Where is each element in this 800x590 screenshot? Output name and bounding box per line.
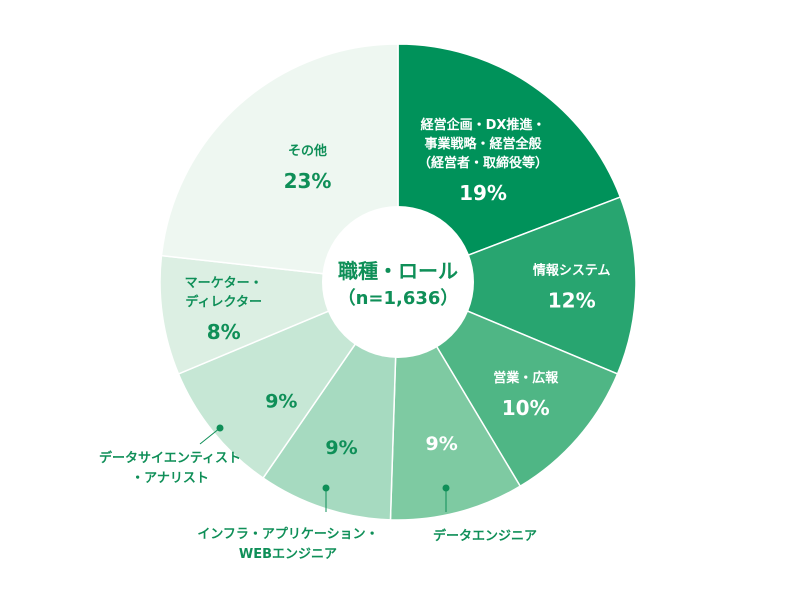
slice-category-label: その他 bbox=[288, 143, 327, 159]
slice-value-label: 12% bbox=[548, 288, 596, 312]
leader-line bbox=[199, 427, 221, 445]
slice-value-label: 8% bbox=[207, 320, 241, 344]
slice-category-label: 経営企画・DX推進・ bbox=[421, 117, 546, 133]
slice-category-label: 情報システム bbox=[533, 262, 611, 278]
slice-value-label: 9% bbox=[426, 433, 458, 455]
slice-value-label: 10% bbox=[502, 396, 550, 420]
pie-slice-1 bbox=[397, 43, 622, 284]
slice-value-label: 19% bbox=[459, 181, 507, 205]
slice-category-label: マーケター・ bbox=[185, 276, 263, 291]
slice-category-label: ディレクター bbox=[185, 294, 262, 310]
chart-subtitle: （n=1,636） bbox=[338, 288, 459, 309]
slice-category-label: 営業・広報 bbox=[493, 370, 559, 386]
slice-category-label: データエンジニア bbox=[433, 528, 537, 544]
slice-value-label: 9% bbox=[265, 391, 297, 413]
slice-category-label: 事業戦略・経営全般 bbox=[425, 136, 542, 152]
slice-value-label: 9% bbox=[325, 437, 357, 459]
slice-value-label: 23% bbox=[284, 169, 332, 193]
slice-category-label: インフラ・アプリケーション・ bbox=[197, 527, 378, 542]
pie-slice-2 bbox=[395, 196, 637, 375]
slice-category-label: WEBエンジニア bbox=[239, 547, 337, 562]
leader-lines bbox=[199, 424, 450, 512]
slice-category-label: （経営者・取締役等） bbox=[418, 155, 548, 171]
pie-slice-8 bbox=[160, 43, 399, 283]
slice-labels: 経営企画・DX推進・事業戦略・経営全般 （経営者・取締役等） 19% 情報システム 12… bbox=[99, 117, 611, 562]
chart-title: 職種・ロール bbox=[338, 259, 458, 283]
slice-category-label: データサイエンティスト bbox=[99, 450, 241, 466]
slice-category-label: ・アナリスト bbox=[131, 471, 209, 486]
donut-hole bbox=[322, 206, 474, 358]
